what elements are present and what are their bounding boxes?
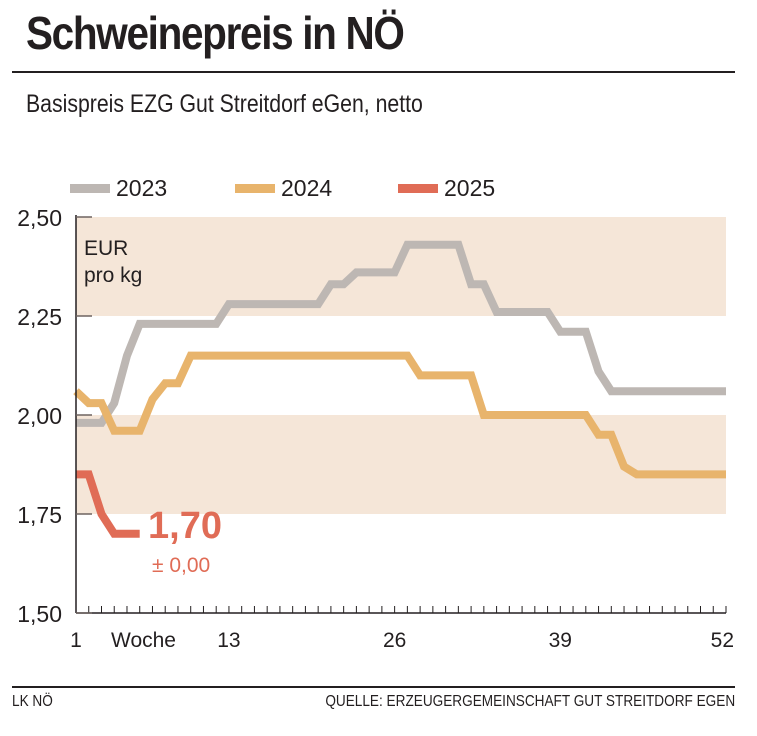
- footer-credit: LK NÖ: [12, 693, 53, 710]
- y-tick-label: 2,50: [17, 205, 62, 231]
- title-rule: [12, 71, 735, 73]
- y-tick-label: 1,75: [17, 502, 62, 528]
- x-tick-label: 26: [383, 629, 406, 652]
- legend-item-2023: 2023: [70, 174, 167, 202]
- y-tick-label: 1,50: [17, 601, 62, 627]
- legend-swatch-2024: [235, 183, 275, 193]
- series-line-2024: [73, 351, 726, 479]
- chart-title: Schweinepreis in NÖ: [26, 7, 405, 59]
- unit-label-line1: EUR: [84, 237, 128, 260]
- legend-item-2024: 2024: [235, 174, 332, 202]
- legend-label-2024: 2024: [281, 174, 333, 201]
- legend-label-2023: 2023: [116, 174, 168, 201]
- x-axis-label: Woche: [111, 629, 176, 652]
- series-line-2023: [76, 240, 726, 427]
- y-tick-label: 2,00: [17, 403, 62, 429]
- legend-swatch-2023: [70, 183, 110, 193]
- legend-label-2025: 2025: [444, 174, 496, 201]
- x-tick-label: 1: [70, 629, 82, 652]
- legend-item-2025: 2025: [398, 174, 495, 202]
- x-tick-label: 52: [711, 629, 734, 652]
- footer-rule: [12, 686, 735, 688]
- band-0: [76, 415, 726, 514]
- annotation-value: 1,70: [148, 505, 222, 547]
- legend-swatch-2025: [398, 183, 438, 193]
- chart-subtitle: Basispreis EZG Gut Streitdorf eGen, nett…: [26, 90, 423, 118]
- x-tick-label: 13: [217, 629, 240, 652]
- x-tick-label: 39: [549, 629, 572, 652]
- footer-source: QUELLE: ERZEUGERGEMEINSCHAFT GUT STREITD…: [325, 693, 735, 710]
- annotation-change: ± 0,00: [152, 554, 210, 577]
- series-line-2025: [76, 470, 140, 538]
- unit-label-line2: pro kg: [84, 264, 142, 287]
- y-tick-label: 2,25: [17, 304, 62, 330]
